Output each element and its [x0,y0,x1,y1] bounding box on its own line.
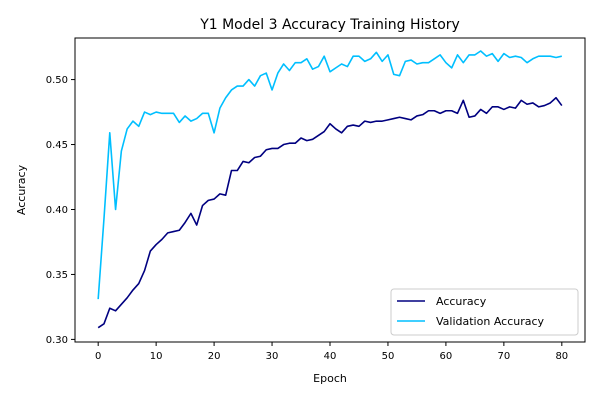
x-tick-label: 80 [555,351,568,362]
y-axis-label: Accuracy [15,164,28,215]
y-axis: 0.30 0.35 0.40 0.45 0.50 [46,75,75,346]
y-tick-label: 0.40 [46,205,68,216]
x-tick-label: 60 [440,351,453,362]
y-tick-label: 0.30 [46,335,68,346]
chart-title: Y1 Model 3 Accuracy Training History [199,17,460,33]
x-tick-label: 10 [150,351,163,362]
y-tick-label: 0.35 [46,270,68,281]
legend-label-accuracy: Accuracy [436,295,487,308]
legend-label-validation-accuracy: Validation Accuracy [436,315,545,328]
x-tick-label: 40 [324,351,337,362]
x-tick-label: 70 [497,351,510,362]
x-tick-label: 20 [208,351,221,362]
x-tick-label: 50 [382,351,395,362]
legend: Accuracy Validation Accuracy [390,288,579,336]
x-tick-label: 30 [266,351,279,362]
y-tick-label: 0.45 [46,140,68,151]
legend-box [390,288,579,336]
y-tick-label: 0.50 [46,75,68,86]
series-line-validation-accuracy [97,50,562,300]
series-line-accuracy [97,96,563,329]
series-lines [97,50,563,329]
x-tick-label: 0 [95,351,101,362]
x-axis-label: Epoch [313,372,347,385]
x-axis: 0 10 20 30 40 50 60 70 80 [95,342,568,362]
